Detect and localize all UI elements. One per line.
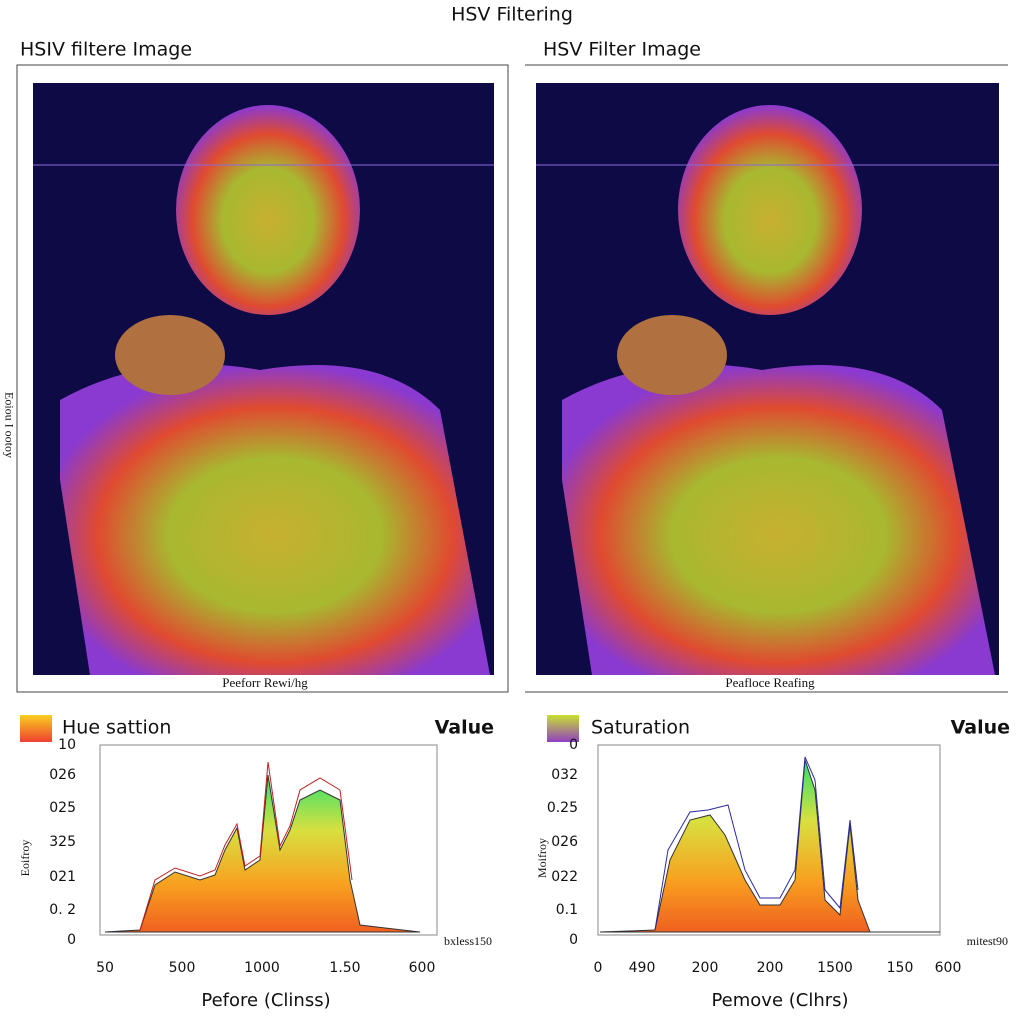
histogram-line: [654, 756, 859, 931]
y-tick-label: 0: [569, 932, 578, 948]
panel-title: HSV Filter Image: [543, 39, 701, 61]
y-tick-label: 0: [67, 932, 76, 948]
histogram: Saturation Value 0 032 0.25 026 022 0.1 …: [535, 715, 1010, 1011]
panel-frame: [16, 64, 509, 693]
x-tick-label: 500: [169, 960, 196, 976]
x-tick-label: 600: [935, 960, 962, 976]
x-tick-label: 200: [692, 960, 719, 976]
panel-caption: Peeforr Rewi/hg: [222, 675, 308, 690]
histogram-area: [599, 759, 940, 933]
legend-swatch: [20, 715, 52, 742]
x-tick-label: 490: [629, 960, 656, 976]
x-tick-label: 200: [757, 960, 784, 976]
y-tick-label: 0.1: [556, 902, 578, 918]
panel: HSV Filter Image Peafloce Reafing: [525, 39, 1008, 693]
value-label: Value: [951, 717, 1010, 739]
y-tick-label: 021: [49, 869, 76, 885]
y-tick-label: 022: [551, 869, 578, 885]
y-tick-label: 0: [569, 737, 578, 753]
x-tick-label: 600: [409, 960, 436, 976]
y-tick-label: 325: [49, 834, 76, 850]
x-axis-title: Pemove (Clhrs): [711, 990, 848, 1011]
panel: HSIV filtere Image Peeforr Rewi/hg Eoiou…: [2, 39, 509, 693]
y-tick-label: 026: [551, 834, 578, 850]
legend-label: Hue sattion: [62, 717, 171, 739]
y-tick-label: 025: [49, 800, 76, 816]
histogram-line: [139, 761, 353, 931]
image-fist: [617, 315, 727, 395]
corner-label: bxless150: [444, 934, 492, 948]
legend-swatch: [547, 715, 579, 742]
y-tick-label: 0. 2: [49, 902, 76, 918]
x-axis-title: Pefore (Clinss): [201, 990, 330, 1011]
value-label: Value: [435, 717, 494, 739]
corner-label: mitest90: [967, 934, 1008, 948]
y-tick-label: 0.25: [547, 800, 578, 816]
y-tick-label: 026: [49, 767, 76, 783]
histogram-area: [104, 774, 421, 933]
plot-frame: [597, 744, 941, 936]
x-tick-label: 1500: [817, 960, 853, 976]
image-head: [678, 105, 862, 315]
legend-label: Saturation: [591, 717, 690, 739]
y-axis-title: Moifroy: [535, 838, 549, 878]
y-tick-label: 032: [551, 767, 578, 783]
x-tick-label: 50: [96, 960, 114, 976]
y-tick-label: 10: [58, 737, 76, 753]
x-tick-label: 1.50: [329, 960, 360, 976]
panel-title: HSIV filtere Image: [20, 39, 192, 61]
x-tick-label: 0: [594, 960, 603, 976]
side-label: Eoiou I ootoy: [2, 392, 16, 458]
image-fist: [115, 315, 225, 395]
x-tick-label: 150: [887, 960, 914, 976]
x-tick-label: 1000: [244, 960, 280, 976]
plot-frame: [99, 744, 438, 936]
y-axis-title: Eoifroy: [18, 840, 32, 877]
image-body: [562, 364, 995, 675]
page-title: HSV Filtering: [451, 4, 573, 26]
image-body: [60, 364, 490, 675]
image-head: [176, 105, 360, 315]
histogram: Hue sattion Value 10 026 025 325 021 0. …: [18, 715, 494, 1011]
panel-caption: Peafloce Reafing: [725, 675, 815, 690]
